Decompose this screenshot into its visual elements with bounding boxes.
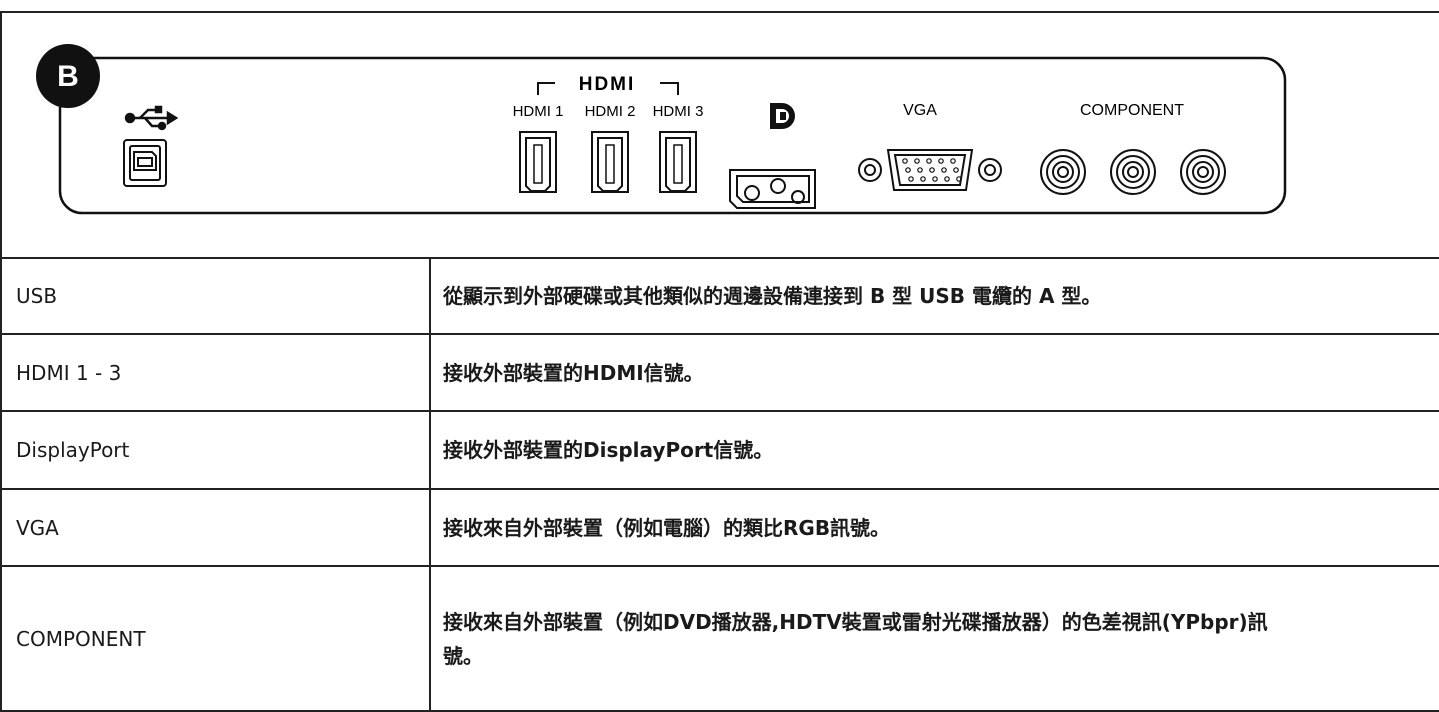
vga-pin [953, 167, 959, 173]
vga-pin [956, 176, 962, 182]
hdmi-port-label: HDMI 1 [513, 103, 564, 120]
description-cell: 從顯示到外部硬碟或其他類似的週邊設備連接到 B 型 USB 電纜的 A 型。 [431, 258, 1439, 335]
component-jack [1046, 155, 1080, 189]
port-description: 從顯示到外部硬碟或其他類似的週邊設備連接到 B 型 USB 電纜的 A 型。 [443, 283, 1102, 308]
vga-pin [941, 167, 947, 173]
port-name: VGA [16, 515, 59, 540]
dp-icon [770, 103, 795, 129]
component-jack [1040, 149, 1086, 195]
dp-port [729, 169, 816, 209]
hdmi-port [659, 131, 697, 193]
component-jack [1186, 155, 1220, 189]
component-jack [1122, 161, 1144, 183]
description-cell: 接收來自外部裝置（例如DVD播放器,HDTV裝置或雷射光碟播放器）的色差視訊(Y… [431, 567, 1439, 712]
vga-pin [932, 176, 938, 182]
component-label: COMPONENT [1080, 102, 1184, 119]
port-description: 接收來自外部裝置（例如DVD播放器,HDTV裝置或雷射光碟播放器）的色差視訊(Y… [443, 609, 1268, 668]
component-jack [1127, 166, 1139, 178]
vga-pin [950, 158, 956, 164]
hdmi-port-tongue [673, 144, 683, 184]
vga-port [858, 149, 1002, 191]
vga-pin [917, 167, 923, 173]
hdmi-port-tongue [533, 144, 543, 184]
vga-pin [920, 176, 926, 182]
vga-pin [938, 158, 944, 164]
port-name: DisplayPort [16, 438, 130, 462]
diagram-cell [0, 11, 1439, 259]
component-jack [1052, 161, 1074, 183]
vga-pin [926, 158, 932, 164]
port-name-cell: COMPONENT [0, 567, 431, 712]
hdmi-port-inner [665, 137, 691, 192]
port-name-cell: USB [0, 258, 431, 335]
component-jack [1192, 161, 1214, 183]
vga-pin [944, 176, 950, 182]
hdmi-port-inner [525, 137, 551, 192]
port-name: USB [16, 283, 58, 308]
description-cell: 接收外部裝置的DisplayPort信號。 [431, 412, 1439, 490]
port-name: COMPONENT [16, 626, 146, 651]
hdmi-port-label: HDMI 3 [653, 103, 704, 120]
badge [36, 44, 100, 108]
component-jack [1116, 155, 1150, 189]
hdmi-bracket [660, 82, 679, 95]
hdmi-logo: HDMI [579, 74, 636, 95]
port-name-cell: VGA [0, 490, 431, 567]
component-jack [1197, 166, 1209, 178]
port-name: HDMI 1 - 3 [16, 360, 122, 385]
hdmi-port-inner [597, 137, 623, 192]
hdmi-port [591, 131, 629, 193]
description-cell: 接收外部裝置的HDMI信號。 [431, 335, 1439, 412]
description-cell: 接收來自外部裝置（例如電腦）的類比RGB訊號。 [431, 490, 1439, 567]
hdmi-port-tongue [605, 144, 615, 184]
vga-pin [905, 167, 911, 173]
port-description: 接收外部裝置的HDMI信號。 [443, 360, 704, 385]
port-description: 接收來自外部裝置（例如電腦）的類比RGB訊號。 [443, 515, 891, 540]
badge-label: B [57, 60, 79, 93]
vga-pin [914, 158, 920, 164]
component-jack [1057, 166, 1069, 178]
port-name-cell: DisplayPort [0, 412, 431, 490]
hdmi-port [519, 131, 557, 193]
hdmi-port-label: HDMI 2 [585, 103, 636, 120]
port-name-cell: HDMI 1 - 3 [0, 335, 431, 412]
vga-pin [929, 167, 935, 173]
vga-pin [908, 176, 914, 182]
panel [58, 56, 1287, 215]
component-jack [1110, 149, 1156, 195]
usb-port [123, 139, 167, 187]
vga-label: VGA [903, 102, 937, 119]
hdmi-bracket [537, 82, 555, 95]
port-description: 接收外部裝置的DisplayPort信號。 [443, 438, 774, 462]
vga-pin [902, 158, 908, 164]
component-jack [1180, 149, 1226, 195]
usb-icon [124, 105, 179, 131]
connector-diagram: B HDMI VGA COMPONENT HDMI 1 HD [0, 11, 1439, 259]
